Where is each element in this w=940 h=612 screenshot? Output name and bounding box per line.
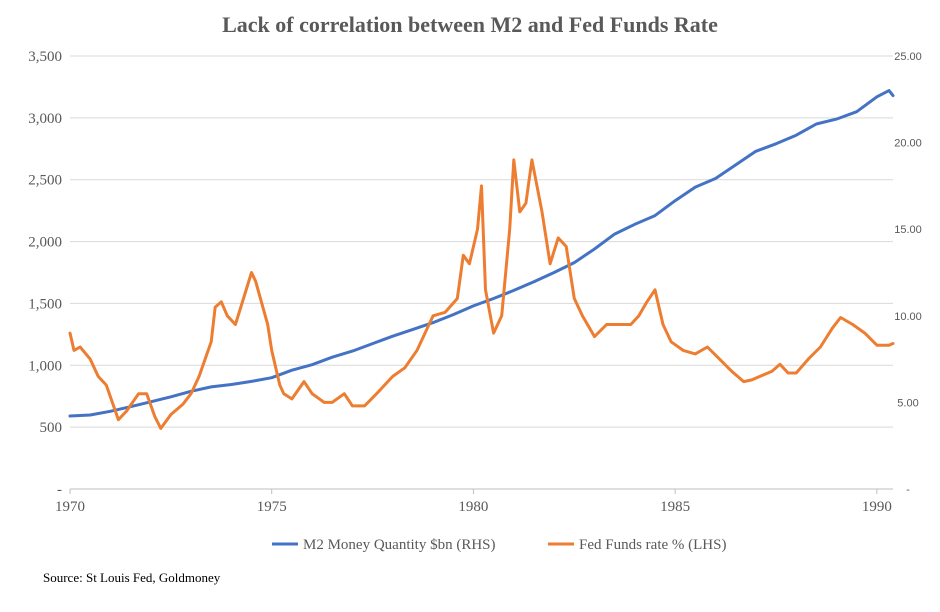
right-tick-label: 15.00 bbox=[894, 224, 922, 236]
legend: M2 Money Quantity $bn (RHS) Fed Funds rat… bbox=[272, 537, 726, 553]
right-tick-label: - bbox=[906, 484, 910, 496]
x-tick-label: 1980 bbox=[458, 499, 488, 515]
x-tick-label: 1985 bbox=[660, 499, 690, 515]
right-tick-label: 20.00 bbox=[894, 138, 922, 150]
source-note: Source: St Louis Fed, Goldmoney bbox=[43, 570, 221, 585]
left-tick-label: 1,000 bbox=[28, 358, 62, 374]
left-tick-label: 2,500 bbox=[28, 173, 62, 189]
right-tick-label: 25.00 bbox=[894, 51, 922, 63]
x-tick-label: 1990 bbox=[862, 499, 892, 515]
legend-label: Fed Funds rate % (LHS) bbox=[579, 537, 726, 553]
left-tick-label: - bbox=[57, 482, 62, 498]
left-tick-label: 500 bbox=[40, 420, 63, 436]
right-tick-label: 5.00 bbox=[897, 397, 918, 409]
chart-title: Lack of correlation between M2 and Fed F… bbox=[222, 12, 718, 37]
left-tick-label: 2,000 bbox=[28, 235, 62, 251]
x-tick-label: 1970 bbox=[55, 499, 85, 515]
left-tick-label: 1,500 bbox=[28, 296, 62, 312]
series-line-fed-funds bbox=[68, 158, 895, 430]
x-tick-label: 1975 bbox=[257, 499, 287, 515]
right-axis: - 5.00 10.00 15.00 20.00 25.00 bbox=[894, 51, 922, 496]
x-axis: 1970 1975 1980 1985 1990 bbox=[55, 489, 892, 515]
left-tick-label: 3,000 bbox=[28, 111, 62, 127]
series-line-m2 bbox=[68, 89, 895, 418]
left-axis: - 500 1,000 1,500 2,000 2,500 3,000 3,500 bbox=[28, 49, 62, 498]
series-layer bbox=[68, 89, 895, 430]
gridlines bbox=[70, 55, 893, 490]
legend-label: M2 Money Quantity $bn (RHS) bbox=[303, 537, 496, 553]
left-tick-label: 3,500 bbox=[28, 49, 62, 65]
right-tick-label: 10.00 bbox=[894, 311, 922, 323]
